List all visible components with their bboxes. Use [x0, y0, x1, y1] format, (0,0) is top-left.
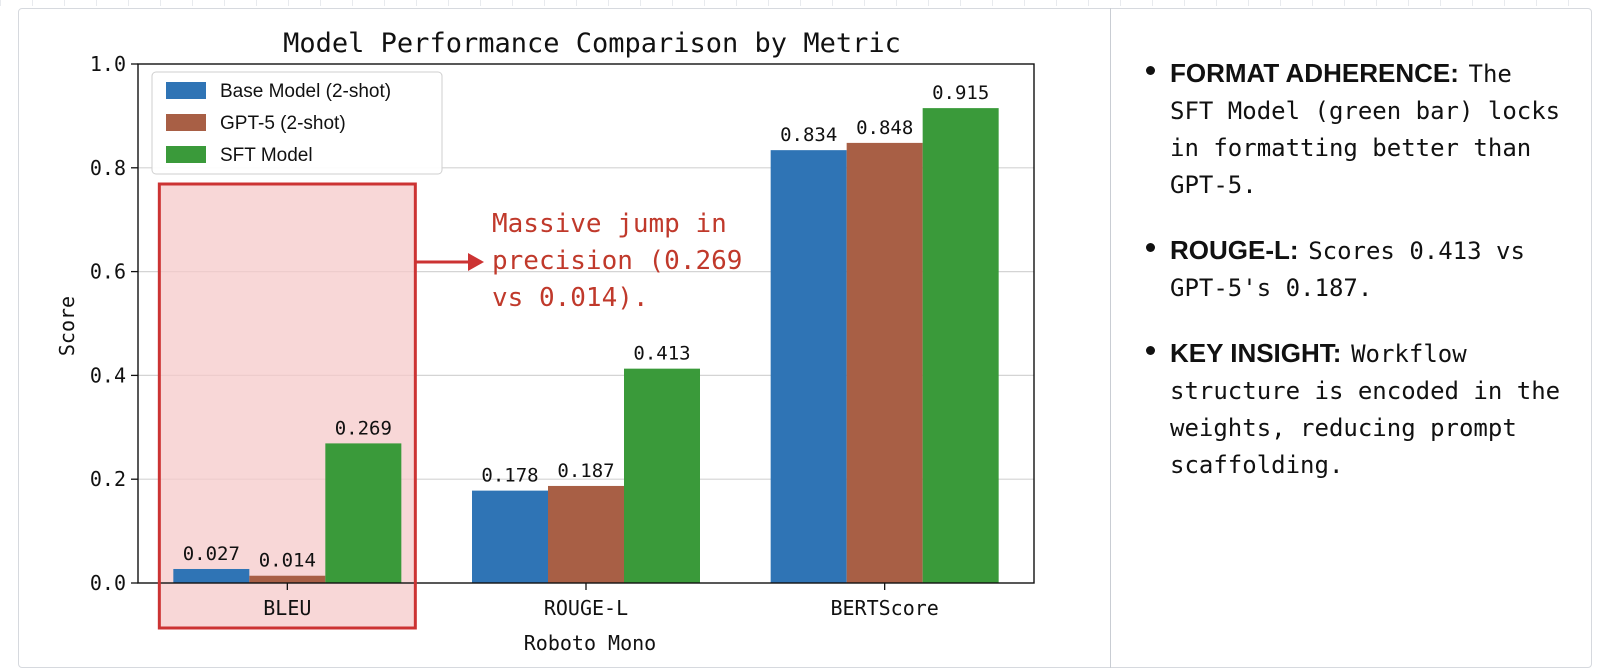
bar-value-label: 0.187: [557, 460, 614, 482]
bar-value-label: 0.848: [856, 117, 913, 139]
bullet-icon: [1146, 66, 1155, 75]
y-tick-label: 0.6: [90, 260, 126, 284]
note-item: KEY INSIGHT: Workflow structure is encod…: [1142, 336, 1562, 485]
annotation-text: precision (0.269: [492, 246, 742, 276]
y-tick-label: 1.0: [90, 52, 126, 76]
y-tick-label: 0.0: [90, 571, 126, 595]
legend-swatch: [166, 146, 206, 163]
note-heading: ROUGE-L:: [1170, 235, 1299, 265]
x-tick-label: ROUGE-L: [544, 596, 628, 620]
annotation-text: Massive jump in: [492, 209, 727, 239]
note-body: Workflow structure is encoded in the wei…: [1170, 340, 1561, 479]
legend-label: SFT Model: [220, 145, 313, 166]
bars: [173, 108, 999, 584]
bar-value-label: 0.014: [259, 550, 316, 572]
chart-title: Model Performance Comparison by Metric: [283, 28, 901, 59]
legend: Base Model (2-shot) GPT-5 (2-shot) SFT Mod…: [151, 71, 443, 175]
bar-value-label: 0.834: [780, 124, 837, 146]
note-item: ROUGE-L: Scores 0.413 vs GPT-5's 0.187.: [1142, 233, 1562, 308]
y-tick-label: 0.8: [90, 156, 126, 180]
legend-box: [151, 71, 443, 175]
bullet-icon: [1146, 346, 1155, 355]
notes-panel: FORMAT ADHERENCE: The SFT Model (green b…: [1142, 56, 1562, 513]
note-heading: FORMAT ADHERENCE:: [1170, 58, 1459, 88]
bar: [548, 485, 624, 583]
y-axis-label: Score: [55, 296, 79, 356]
bar: [846, 142, 923, 583]
x-axis-label: Roboto Mono: [524, 631, 656, 655]
top-decoration: [0, 0, 1600, 6]
annotation: Massive jump in precision (0.269 vs 0.014)…: [157, 182, 742, 630]
x-tick-label: BERTScore: [830, 596, 938, 620]
highlight-box: [157, 182, 417, 630]
legend-label: Base Model (2-shot): [220, 81, 391, 102]
bar: [624, 368, 700, 583]
bullet-icon: [1146, 243, 1155, 252]
annotation-arrowhead: [468, 253, 484, 271]
note-body: Scores 0.413 vs GPT-5's 0.187.: [1170, 237, 1525, 302]
bar: [472, 490, 548, 583]
bar: [770, 150, 847, 584]
x-tick-label: BLEU: [263, 596, 311, 620]
legend-label: GPT-5 (2-shot): [220, 113, 346, 134]
bar-value-label: 0.413: [633, 343, 690, 365]
legend-swatch: [166, 82, 206, 99]
bar: [922, 108, 999, 584]
bar: [249, 575, 326, 583]
panel-divider: [1110, 8, 1111, 668]
bar: [173, 568, 250, 583]
bar-chart: Model Performance Comparison by Metric 0…: [55, 28, 1035, 655]
note-body: The SFT Model (green bar) locks in forma…: [1170, 60, 1561, 199]
axes: 0.0 0.2 0.4 0.6 0.8 1.0 BLEU ROUGE-L BERTScore: [90, 52, 1035, 620]
bar-value-label: 0.269: [335, 417, 392, 439]
note-item: FORMAT ADHERENCE: The SFT Model (green b…: [1142, 56, 1562, 205]
annotation-text: vs 0.014).: [492, 283, 649, 313]
y-tick-label: 0.2: [90, 467, 126, 491]
legend-swatch: [166, 114, 206, 131]
bar: [325, 443, 402, 583]
y-tick-label: 0.4: [90, 363, 126, 387]
bar-value-labels: 0.027 0.178 0.834 0.014 0.187 0.848 0.269 0.413…: [183, 82, 990, 572]
bar-value-label: 0.915: [932, 82, 989, 104]
bar-value-label: 0.027: [183, 543, 240, 565]
bar-value-label: 0.178: [481, 465, 538, 487]
note-heading: KEY INSIGHT:: [1170, 338, 1342, 368]
